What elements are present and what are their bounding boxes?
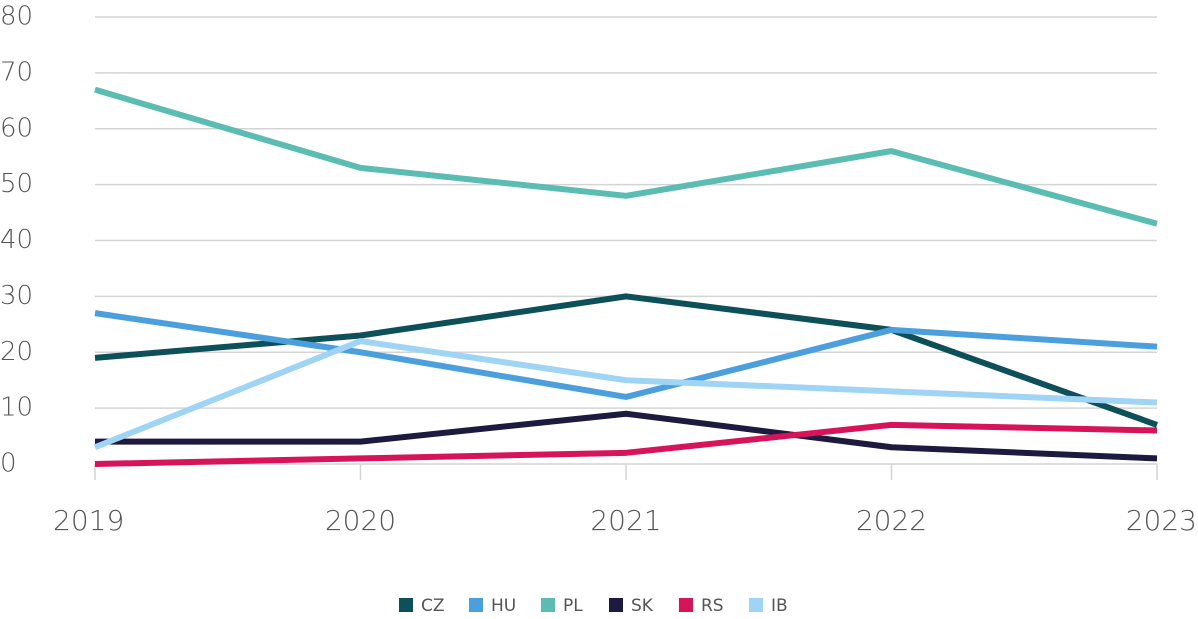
legend-swatch <box>469 598 483 612</box>
y-tick-label: 50 <box>0 169 33 199</box>
legend-swatch <box>749 598 763 612</box>
legend-swatch <box>679 598 693 612</box>
legend-label: IB <box>771 596 788 616</box>
x-tick-label: 2019 <box>53 504 124 537</box>
series-line <box>94 421 1158 467</box>
y-tick-label: 10 <box>0 393 33 423</box>
series-line <box>93 338 1158 451</box>
y-tick-label: 20 <box>0 337 33 367</box>
legend-swatch <box>399 598 413 612</box>
series-line <box>95 410 1158 462</box>
legend-label: SK <box>631 596 654 616</box>
legend-swatch <box>609 598 623 612</box>
series-line <box>94 293 1159 428</box>
legend-label: RS <box>701 596 724 616</box>
legend-label: CZ <box>421 596 445 616</box>
series-line <box>94 310 1158 400</box>
legend-swatch <box>541 598 555 612</box>
legend-label: PL <box>563 596 583 616</box>
y-tick-label: 70 <box>0 57 33 87</box>
y-tick-label: 0 <box>0 449 17 479</box>
y-tick-label: 40 <box>0 225 33 255</box>
x-tick-label: 2020 <box>325 504 396 537</box>
x-tick-label: 2022 <box>856 504 927 537</box>
series-line <box>94 86 1158 227</box>
x-tick-label: 2023 <box>1126 504 1197 537</box>
y-tick-label: 80 <box>0 2 33 32</box>
legend-label: HU <box>491 596 516 616</box>
y-tick-label: 30 <box>0 281 33 311</box>
y-tick-label: 60 <box>0 113 33 143</box>
x-tick-label: 2021 <box>590 504 661 537</box>
